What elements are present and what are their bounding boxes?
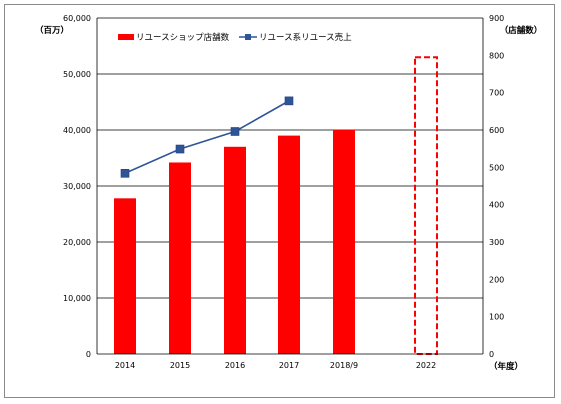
legend-line-marker bbox=[245, 34, 251, 40]
legend-bar-swatch bbox=[118, 34, 134, 40]
right-tick-label: 800 bbox=[489, 51, 504, 60]
x-tick-label: 2022 bbox=[416, 361, 436, 370]
legend-bar-label: リユースショップ店舗数 bbox=[136, 32, 230, 43]
line-marker bbox=[230, 127, 240, 136]
line-path bbox=[124, 100, 290, 175]
x-tick-label: 2014 bbox=[115, 361, 135, 370]
right-tick-label: 200 bbox=[489, 275, 504, 284]
axes bbox=[96, 18, 484, 355]
left-tick-label: 10,000 bbox=[63, 294, 91, 303]
bar-series bbox=[114, 56, 438, 355]
legend-line-label: リユース系リユース売上 bbox=[259, 32, 352, 43]
left-axis-unit: （百万） bbox=[35, 25, 69, 36]
right-tick-label: 600 bbox=[489, 126, 504, 135]
right-tick-label: 100 bbox=[489, 313, 504, 322]
line-marker bbox=[120, 169, 130, 178]
right-tick-label: 300 bbox=[489, 238, 504, 247]
legend: リユースショップ店舗数 リユース系リユース売上 bbox=[118, 32, 352, 43]
x-tick-label: 2016 bbox=[225, 361, 245, 370]
tick-labels: 0 10,000 20,000 30,000 40,000 50,000 60,000 0 10… bbox=[63, 14, 504, 370]
x-axis-unit: （年度） bbox=[489, 361, 523, 372]
right-tick-label: 900 bbox=[489, 14, 504, 23]
left-tick-label: 0 bbox=[86, 350, 91, 359]
x-tick-label: 2017 bbox=[279, 361, 299, 370]
right-tick-label: 700 bbox=[489, 89, 504, 98]
bar bbox=[333, 130, 355, 354]
grid-lines bbox=[97, 17, 483, 299]
line-series bbox=[120, 96, 294, 178]
left-tick-label: 20,000 bbox=[63, 238, 91, 247]
right-tick-label: 500 bbox=[489, 163, 504, 172]
right-axis-unit: （店舗数） bbox=[500, 25, 543, 36]
x-tick-label: 2015 bbox=[170, 361, 190, 370]
bar bbox=[224, 146, 246, 354]
left-tick-label: 50,000 bbox=[63, 70, 91, 79]
line-marker bbox=[175, 144, 185, 154]
left-tick-label: 30,000 bbox=[63, 182, 91, 191]
bar bbox=[114, 198, 136, 354]
line-marker bbox=[284, 96, 294, 106]
right-tick-label: 0 bbox=[489, 350, 494, 359]
bar-projected bbox=[414, 56, 438, 355]
chart-frame bbox=[4, 4, 555, 398]
right-tick-label: 400 bbox=[489, 201, 504, 210]
left-tick-label: 40,000 bbox=[63, 126, 91, 135]
x-tick-label: 2018/9 bbox=[330, 361, 358, 370]
bar bbox=[278, 135, 300, 354]
left-tick-label: 60,000 bbox=[63, 14, 91, 23]
bar bbox=[169, 162, 191, 354]
